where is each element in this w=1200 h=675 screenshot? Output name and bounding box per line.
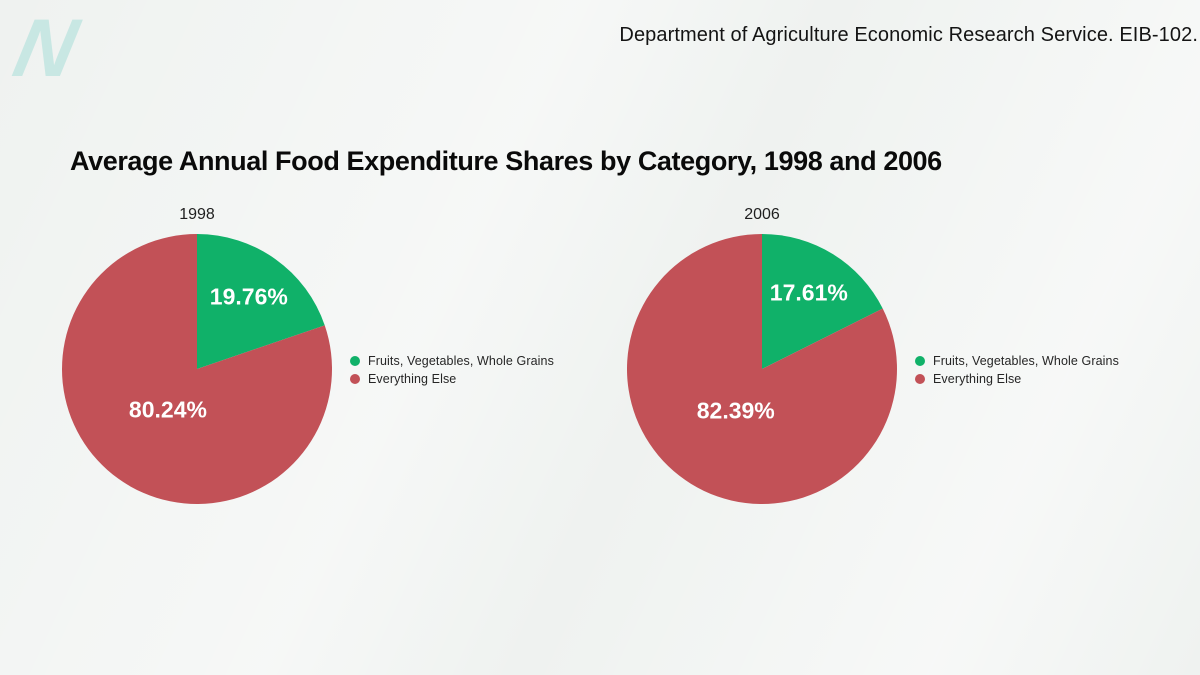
legend-label: Fruits, Vegetables, Whole Grains xyxy=(933,354,1119,368)
chart-year-label: 2006 xyxy=(744,206,780,223)
page-title: Average Annual Food Expenditure Shares b… xyxy=(70,146,942,176)
slice-percent-label: 19.76% xyxy=(209,283,288,310)
legend-item-fruits-vegetables: Fruits, Vegetables, Whole Grains xyxy=(350,354,554,368)
legend-dot-red xyxy=(915,374,925,384)
legend-dot-green xyxy=(915,356,925,366)
source-citation: Department of Agriculture Economic Resea… xyxy=(619,24,1198,46)
legend: Fruits, Vegetables, Whole Grains Everyth… xyxy=(350,354,554,386)
pie-svg xyxy=(62,234,332,504)
pie-2006: 17.61% 82.39% xyxy=(627,234,897,504)
pie-chart-2006: 2006 17.61% 82.39% Fruits, Vegetables, Wh… xyxy=(627,206,1187,536)
legend-label: Everything Else xyxy=(368,372,457,386)
chart-year-label: 1998 xyxy=(179,206,215,223)
legend-dot-green xyxy=(350,356,360,366)
pie-slice xyxy=(627,234,897,504)
legend-dot-red xyxy=(350,374,360,384)
pie-1998: 19.76% 80.24% xyxy=(62,234,332,504)
legend-label: Everything Else xyxy=(933,372,1022,386)
slice-percent-label: 82.39% xyxy=(696,397,775,424)
pie-slice xyxy=(197,234,325,369)
slice-percent-label: 17.61% xyxy=(769,279,848,306)
pie-chart-1998: 1998 19.76% 80.24% Fruits, Vegetables, Wh… xyxy=(62,206,622,536)
pie-svg xyxy=(627,234,897,504)
legend-label: Fruits, Vegetables, Whole Grains xyxy=(368,354,554,368)
pie-slice xyxy=(762,234,883,369)
brand-logo: N xyxy=(6,3,125,94)
pie-slice xyxy=(62,234,332,504)
legend-item-everything-else: Everything Else xyxy=(915,372,1119,386)
legend: Fruits, Vegetables, Whole Grains Everyth… xyxy=(915,354,1119,386)
legend-item-fruits-vegetables: Fruits, Vegetables, Whole Grains xyxy=(915,354,1119,368)
slice-percent-label: 80.24% xyxy=(128,396,207,423)
brand-logo-letter: N xyxy=(6,3,85,94)
legend-item-everything-else: Everything Else xyxy=(350,372,554,386)
